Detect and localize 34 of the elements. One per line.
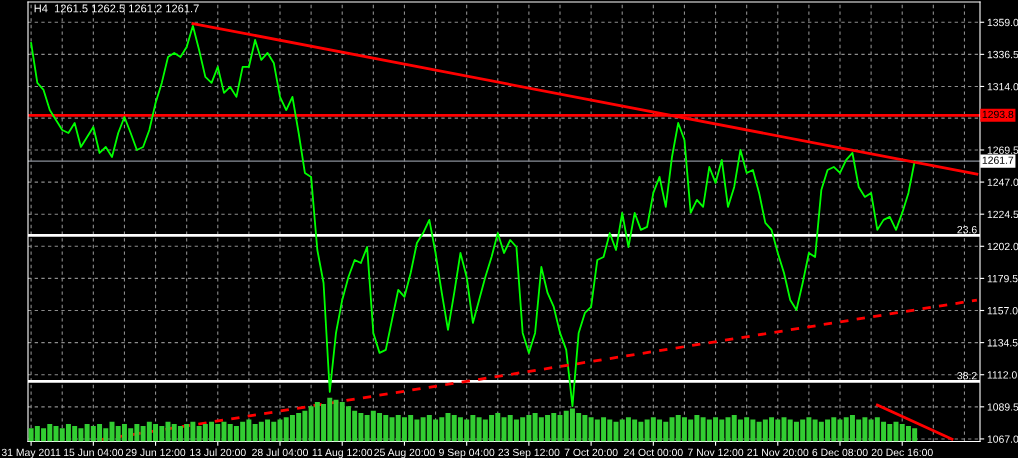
y-tick-label: 1112.0	[987, 371, 1017, 379]
ref-line-label: 1261.7	[982, 156, 1014, 164]
x-tick-label: 7 Nov 12:00	[688, 448, 744, 457]
x-tick-label: 23 Sep 12:00	[498, 448, 560, 458]
y-tick-label: 1089.5	[987, 403, 1018, 411]
y-tick-label: 1157.0	[987, 307, 1018, 315]
x-tick-label: 9 Sep 04:00	[439, 448, 495, 458]
x-tick-label: 25 Aug 20:00	[374, 448, 435, 458]
x-tick-label: 31 May 2011	[1, 448, 61, 458]
y-tick-label: 1179.5	[987, 274, 1018, 283]
x-tick-label: 11 Aug 12:00	[312, 448, 373, 458]
x-tick-label: 6 Dec 08:00	[812, 448, 868, 457]
annotation: 23.6	[957, 226, 977, 234]
y-tick-label: 1314.0	[987, 82, 1018, 91]
x-tick-label: 13 Jul 20:00	[190, 448, 246, 457]
x-tick-label: 29 Jun 12:00	[125, 448, 186, 457]
chart-title: H4 1261.5 1262.5 1261.2 1261.7	[34, 4, 199, 13]
ref-line-label: 1293.8	[982, 110, 1014, 119]
x-tick-label: 20 Dec 16:00	[871, 448, 933, 457]
y-tick-label: 1336.5	[987, 50, 1018, 59]
line-series	[30, 24, 916, 408]
y-tick-label: 1134.5	[987, 339, 1018, 347]
y-tick-label: 1269.5	[987, 146, 1018, 154]
y-tick-label: 1359.0	[987, 18, 1018, 27]
y-tick-label: 1247.0	[987, 178, 1018, 186]
x-tick-label: 15 Jun 04:00	[64, 448, 124, 457]
y-tick-label: 1202.0	[987, 242, 1018, 251]
y-tick-label: 1224.5	[987, 210, 1018, 219]
x-tick-label: 24 Oct 00:00	[624, 448, 683, 457]
annotation: 38.2	[957, 371, 977, 380]
y-tick-label: 1067.0	[987, 435, 1018, 443]
x-tick-label: 28 Jul 04:00	[252, 448, 308, 457]
x-tick-label: 7 Oct 20:00	[564, 448, 618, 457]
x-tick-label: 21 Nov 20:00	[747, 448, 809, 457]
